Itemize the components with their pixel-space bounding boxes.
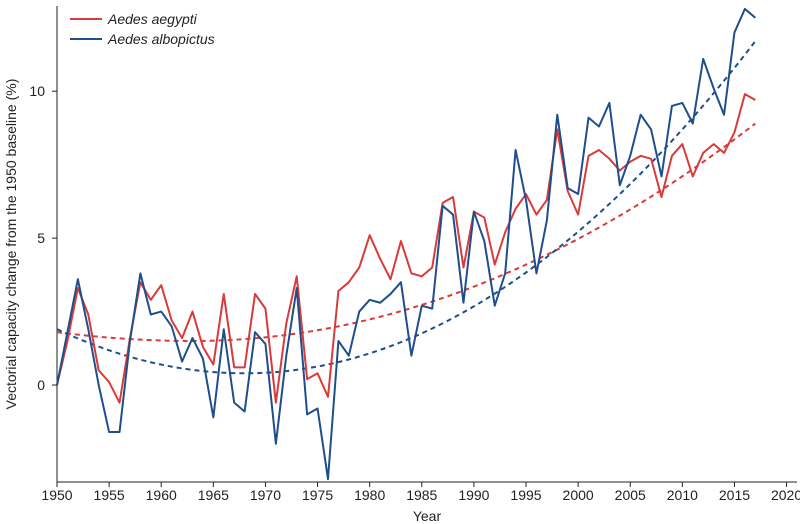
x-tick-label: 1965	[198, 487, 229, 503]
x-tick-label: 2015	[719, 487, 750, 503]
series-group	[56, 7, 756, 481]
series-line-2	[56, 7, 756, 481]
x-tick-label: 1995	[510, 487, 541, 503]
trendline-1	[56, 122, 756, 342]
x-tick-label: 1990	[458, 487, 489, 503]
y-tick-label: 5	[37, 230, 45, 246]
legend-label-1: Aedes aegypti	[107, 11, 198, 27]
y-tick-label: 10	[29, 83, 45, 99]
trendlines-group	[56, 40, 757, 375]
legend: Aedes aegypti Aedes albopictus	[70, 11, 215, 47]
x-tick-label: 1950	[41, 487, 72, 503]
y-axis-title: Vectorial capacity change from the 1950 …	[3, 79, 19, 410]
x-tick-label: 1970	[250, 487, 281, 503]
x-axis-title: Year	[413, 508, 442, 524]
x-tick-label: 1980	[354, 487, 385, 503]
trendline-2	[56, 40, 757, 375]
x-tick-label: 1975	[302, 487, 333, 503]
x-tick-label: 2000	[563, 487, 594, 503]
axes-group: 1950 1955 1960 1965 1970 1975 1980 1985 1990 1995…	[29, 6, 800, 503]
x-tick-label: 1960	[146, 487, 177, 503]
x-tick-label: 1985	[406, 487, 437, 503]
series-line-1	[56, 93, 756, 404]
x-tick-label: 2020	[771, 487, 800, 503]
y-tick-label: 0	[37, 377, 45, 393]
x-tick-label: 1955	[94, 487, 125, 503]
x-tick-label: 2005	[615, 487, 646, 503]
legend-label-2: Aedes albopictus	[107, 31, 215, 47]
x-tick-label: 2010	[667, 487, 698, 503]
